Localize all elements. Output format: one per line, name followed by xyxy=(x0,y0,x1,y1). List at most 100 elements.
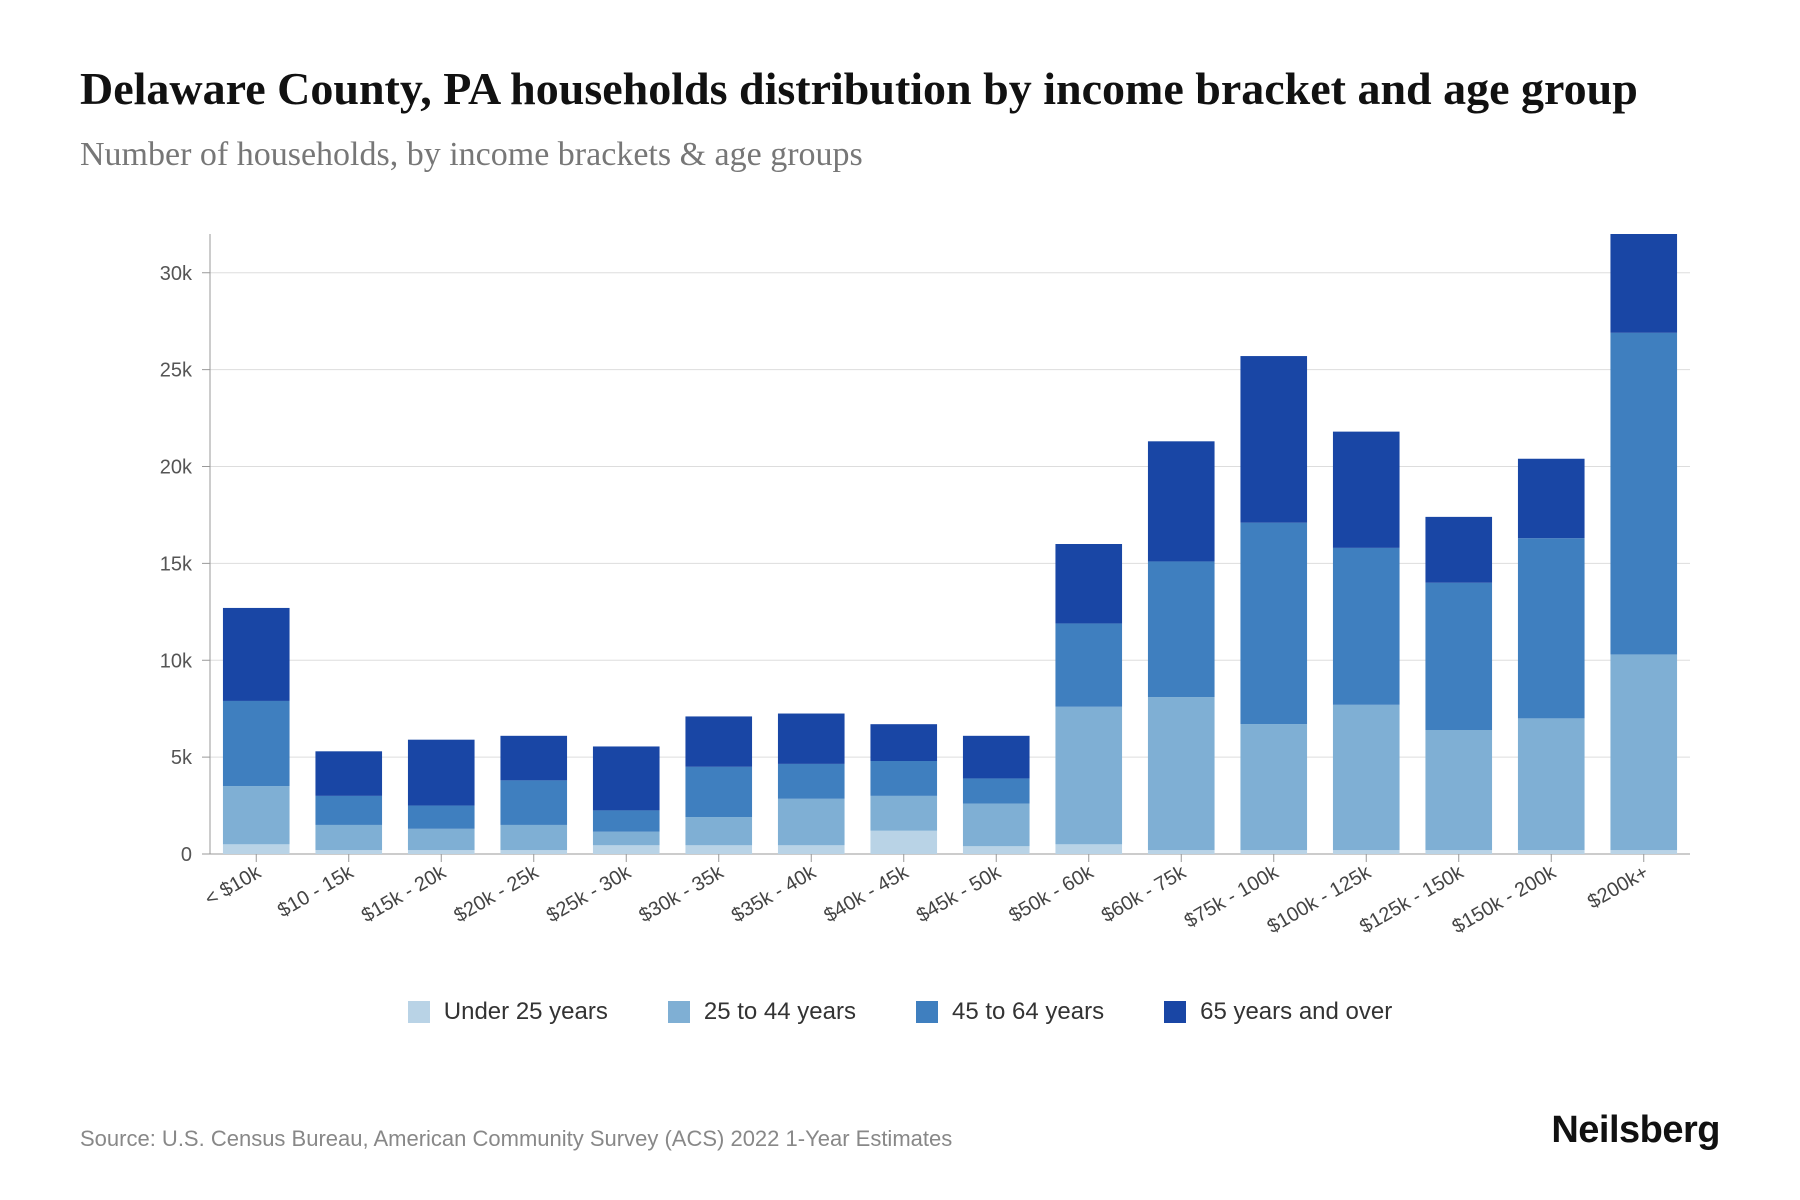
bar-segment xyxy=(1240,850,1307,854)
bar-segment xyxy=(778,798,845,845)
legend-label: 25 to 44 years xyxy=(704,998,856,1026)
bar-segment xyxy=(223,844,290,854)
bar-segment xyxy=(1333,704,1400,849)
legend-swatch xyxy=(408,1001,430,1023)
x-tick-label: $100k - 125k xyxy=(1264,860,1376,937)
bar-segment xyxy=(1333,431,1400,547)
bar-segment xyxy=(963,735,1030,778)
bar-segment xyxy=(963,846,1030,854)
bar-segment xyxy=(1333,547,1400,704)
y-tick-label: 25k xyxy=(160,359,193,381)
bar-segment xyxy=(1055,623,1122,706)
chart-subtitle: Number of households, by income brackets… xyxy=(80,136,1720,174)
bar-segment xyxy=(1518,718,1585,850)
bar-segment xyxy=(408,739,475,805)
x-tick-label: $200k+ xyxy=(1584,861,1652,913)
bar-segment xyxy=(1425,582,1492,729)
x-tick-label: $150k - 200k xyxy=(1449,860,1561,937)
bar-segment xyxy=(778,845,845,854)
chart-source: Source: U.S. Census Bureau, American Com… xyxy=(80,1126,952,1152)
bar-segment xyxy=(870,830,937,853)
bar-segment xyxy=(870,724,937,761)
bar-segment xyxy=(1610,654,1677,850)
bar-segment xyxy=(1240,356,1307,523)
bar-segment xyxy=(1610,332,1677,654)
x-tick-label: $25k - 30k xyxy=(543,860,636,926)
bar-segment xyxy=(1425,850,1492,854)
bar-segment xyxy=(1333,850,1400,854)
legend-swatch xyxy=(668,1001,690,1023)
bar-segment xyxy=(870,795,937,830)
bar-segment xyxy=(1240,522,1307,724)
bar-segment xyxy=(223,700,290,785)
bar-segment xyxy=(315,751,382,796)
bar-segment xyxy=(1610,234,1677,333)
bar-segment xyxy=(685,716,752,766)
chart-footer: Source: U.S. Census Bureau, American Com… xyxy=(80,1109,1720,1152)
x-tick-label: $40k - 45k xyxy=(820,860,913,926)
bar-segment xyxy=(1425,730,1492,850)
x-tick-label: $60k - 75k xyxy=(1098,860,1191,926)
bar-segment xyxy=(1055,844,1122,854)
x-tick-label: < $10k xyxy=(201,860,265,910)
legend-swatch xyxy=(1164,1001,1186,1023)
bar-segment xyxy=(315,824,382,849)
x-tick-label: $30k - 35k xyxy=(635,860,728,926)
chart-container: Delaware County, PA households distribut… xyxy=(0,0,1800,1200)
bar-segment xyxy=(685,817,752,845)
legend-item: 65 years and over xyxy=(1164,998,1392,1026)
legend-label: 65 years and over xyxy=(1200,998,1392,1026)
legend-swatch xyxy=(916,1001,938,1023)
brand-logo: Neilsberg xyxy=(1551,1109,1720,1152)
bar-segment xyxy=(1055,706,1122,844)
bar-segment xyxy=(963,803,1030,846)
bar-segment xyxy=(315,850,382,854)
x-tick-label: $10 - 15k xyxy=(274,860,358,921)
chart-svg: 0 5k 10k 15k 20k 25k 30k < $10k$10 - 15k$15k - … xyxy=(80,214,1720,974)
bar-segment xyxy=(223,786,290,844)
bar-segment xyxy=(1425,516,1492,582)
bar-segment xyxy=(500,780,567,825)
bar-segment xyxy=(1148,561,1215,697)
bar-segment xyxy=(685,845,752,854)
bar-segment xyxy=(593,845,660,854)
chart-plot-area: 0 5k 10k 15k 20k 25k 30k < $10k$10 - 15k$15k - … xyxy=(80,214,1720,974)
chart-title: Delaware County, PA households distribut… xyxy=(80,60,1720,118)
bar-segment xyxy=(1148,850,1215,854)
x-tick-label: $45k - 50k xyxy=(913,860,1006,926)
bar-segment xyxy=(778,763,845,798)
bar-segment xyxy=(593,746,660,810)
bar-segment xyxy=(593,810,660,831)
x-tick-label: $35k - 40k xyxy=(728,860,821,926)
bar-segment xyxy=(500,850,567,854)
chart-legend: Under 25 years 25 to 44 years 45 to 64 yea… xyxy=(80,998,1720,1026)
bar-segment xyxy=(500,824,567,849)
bar-segment xyxy=(223,607,290,700)
x-tick-label: $15k - 20k xyxy=(358,860,451,926)
y-tick-label: 15k xyxy=(160,553,193,575)
bar-segment xyxy=(1148,441,1215,561)
bar-segment xyxy=(1240,724,1307,850)
bar-segment xyxy=(408,805,475,828)
bar-segment xyxy=(315,795,382,824)
legend-label: Under 25 years xyxy=(444,998,608,1026)
bar-segment xyxy=(408,850,475,854)
x-tick-label: $50k - 60k xyxy=(1005,860,1098,926)
y-tick-label: 0 xyxy=(181,844,192,866)
legend-label: 45 to 64 years xyxy=(952,998,1104,1026)
x-tick-label: $125k - 150k xyxy=(1356,860,1468,937)
bar-segment xyxy=(500,735,567,780)
bar-segment xyxy=(778,713,845,763)
y-tick-label: 30k xyxy=(160,262,193,284)
bar-segment xyxy=(685,766,752,816)
bar-segment xyxy=(870,761,937,796)
legend-item: 45 to 64 years xyxy=(916,998,1104,1026)
y-tick-label: 20k xyxy=(160,456,193,478)
y-tick-label: 5k xyxy=(171,747,193,769)
bar-segment xyxy=(1518,458,1585,537)
bar-segment xyxy=(1518,538,1585,718)
bar-segment xyxy=(1518,850,1585,854)
bar-segment xyxy=(1055,544,1122,623)
x-tick-label: $20k - 25k xyxy=(450,860,543,926)
y-tick-label: 10k xyxy=(160,650,193,672)
